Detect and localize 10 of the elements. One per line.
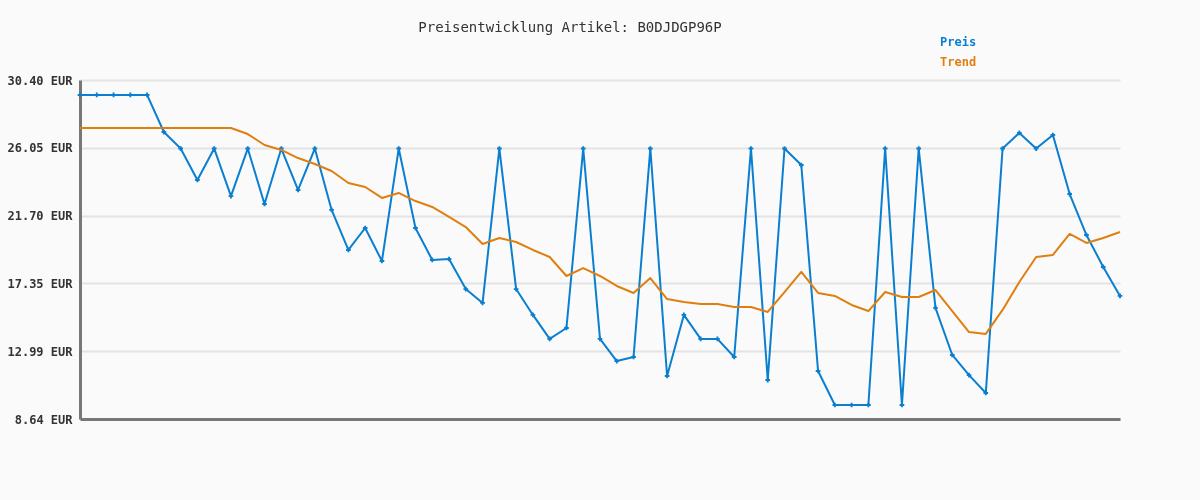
text: Trend: [940, 55, 977, 69]
y-tick-label: 21.70 EUR: [7, 209, 74, 224]
y-tick-label: 8.64 EUR: [14, 412, 74, 427]
y-tick-label: 26.05 EUR: [7, 141, 74, 156]
line-series: [79, 126, 1121, 335]
y-tick-label: 17.35 EUR: [7, 276, 74, 291]
y-tick-label: 12.99 EUR: [7, 344, 74, 359]
y-tick-label: 30.40 EUR: [7, 73, 74, 88]
chart-title: Preisentwicklung Artikel: B0DJDGP96P: [418, 19, 722, 35]
text: Preis: [940, 35, 977, 49]
